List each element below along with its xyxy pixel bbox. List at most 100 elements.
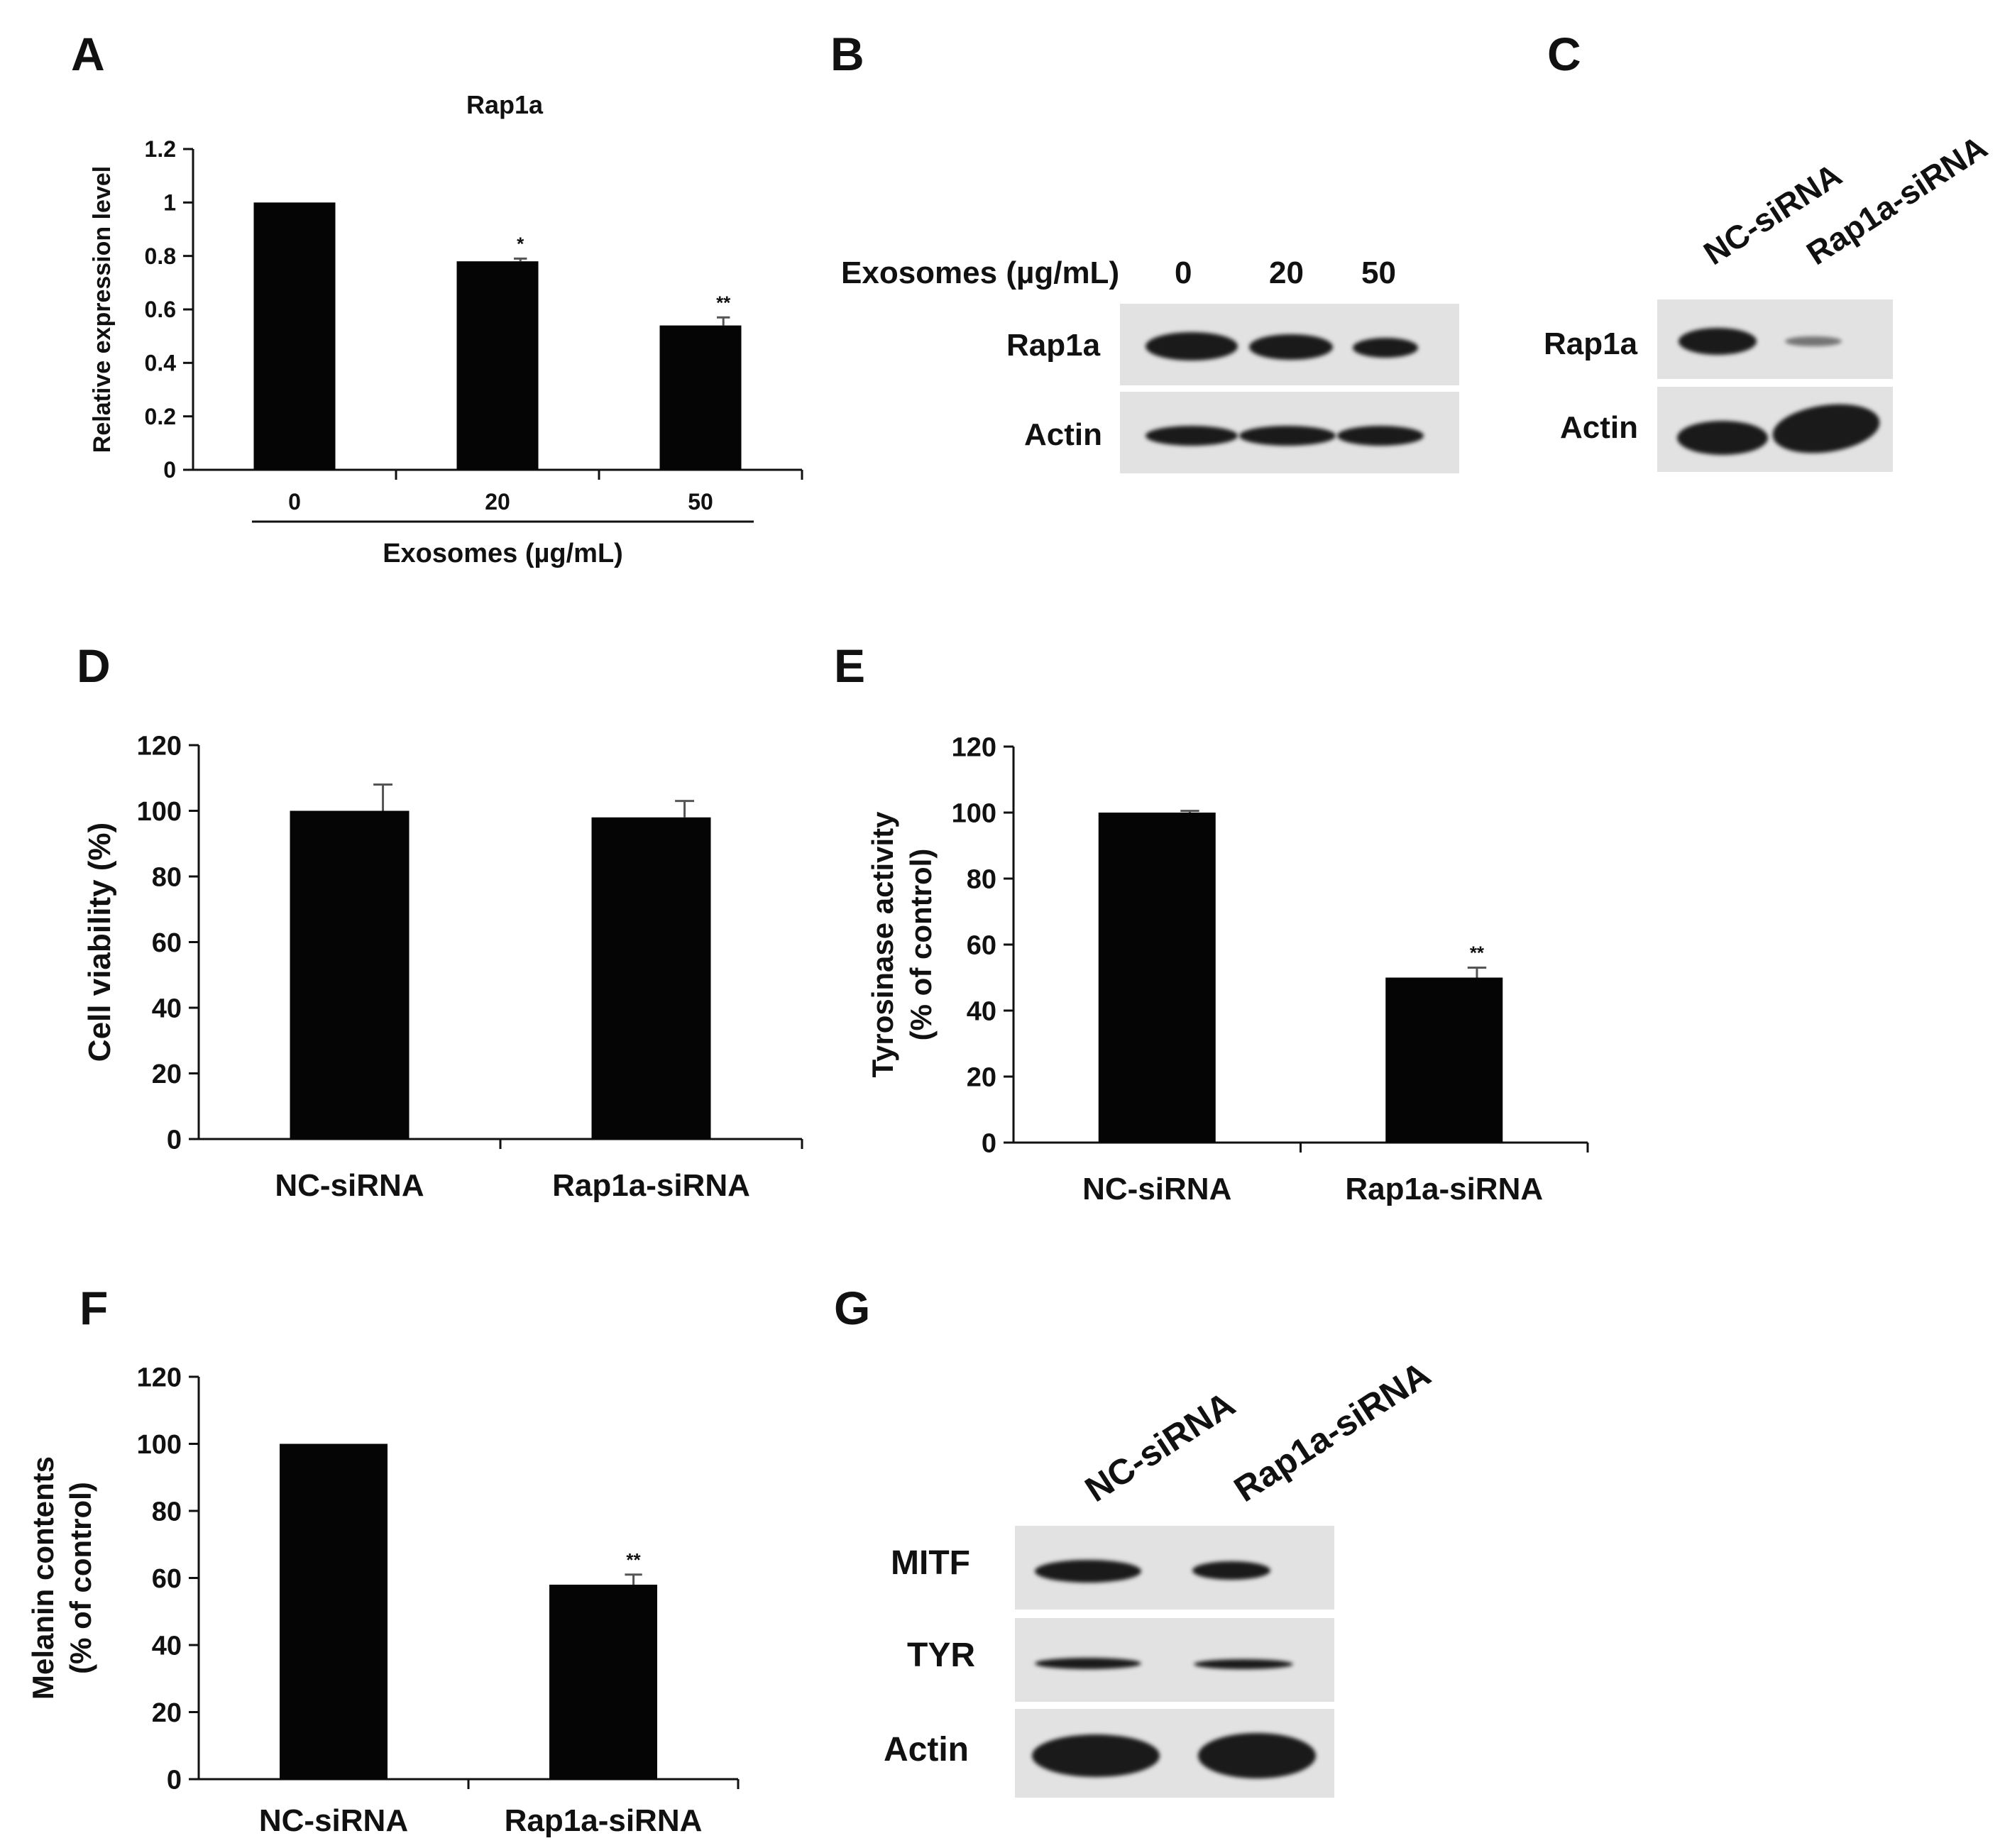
chart-d-y-tick-label: 40 — [152, 994, 182, 1023]
chart-f-y-tick-label: 100 — [137, 1430, 182, 1460]
blot-b-row-actin: Actin — [1024, 417, 1102, 452]
chart-f-y-axis-label: Melanin contents — [26, 1456, 60, 1700]
chart-a-y-tick-label: 0.6 — [145, 297, 176, 322]
panel-letter-c: C — [1547, 28, 1581, 80]
chart-f-y-tick-label: 80 — [152, 1497, 182, 1527]
band — [1198, 1733, 1316, 1778]
chart-f-bar-1 — [549, 1584, 657, 1779]
blot-b-row-rap1a: Rap1a — [1006, 328, 1101, 363]
chart-d-category-label-1: Rap1a-siRNA — [552, 1168, 750, 1203]
chart-a-bar-1 — [456, 261, 539, 470]
blot-b-lane-0: 0 — [1175, 255, 1192, 290]
chart-d-y-tick-label: 120 — [137, 731, 182, 761]
chart-e-y-axis-label-2: (% of control) — [904, 849, 938, 1041]
chart-e-y-axis-label: Tyrosinase activity — [866, 811, 899, 1078]
band — [1194, 1659, 1293, 1669]
panel-letter-d: D — [77, 639, 111, 692]
chart-a-y-axis-label: Relative expression level — [89, 166, 116, 453]
panel-letter-b: B — [830, 28, 864, 80]
chart-d-y-tick-label: 60 — [152, 928, 182, 958]
chart-f-y-tick-label: 120 — [137, 1363, 182, 1392]
chart-d-y-axis-label: Cell viability (%) — [82, 823, 117, 1062]
chart-a-x-axis-label: Exosomes (µg/mL) — [383, 539, 623, 568]
chart-a-y-tick-label: 1.2 — [145, 136, 176, 162]
blot-b-lane-20: 20 — [1269, 255, 1304, 290]
chart-a-y-tick-label: 0.8 — [145, 243, 176, 269]
blot-b-lane-50: 50 — [1361, 255, 1396, 290]
panel-letter-e: E — [834, 639, 866, 692]
chart-f-category-label-0: NC-siRNA — [259, 1803, 408, 1838]
chart-a-significance-2: ** — [716, 292, 731, 313]
chart-e-y-tick-label: 100 — [952, 798, 996, 828]
band — [1192, 1561, 1270, 1580]
band — [1032, 1734, 1160, 1777]
chart-a-y-tick-label: 0.2 — [145, 404, 176, 429]
chart-f-y-tick-label: 20 — [152, 1698, 182, 1728]
chart-e-y-tick-label: 20 — [967, 1062, 996, 1092]
chart-a-y-tick-label: 0.4 — [145, 351, 177, 376]
chart-e-category-label-0: NC-siRNA — [1082, 1172, 1231, 1206]
chart-f-bar-0 — [280, 1443, 388, 1779]
chart-f-y-tick-label: 0 — [167, 1765, 182, 1795]
band — [1035, 1560, 1141, 1583]
chart-a-y-tick-label: 0 — [163, 457, 176, 483]
blot-c-row-actin: Actin — [1560, 410, 1638, 445]
blot-c-row-rap1a: Rap1a — [1544, 326, 1638, 361]
blot-g-tyr-strip — [1015, 1618, 1334, 1702]
band — [1035, 1658, 1141, 1669]
band — [1239, 426, 1336, 446]
panel-letter-f: F — [79, 1282, 109, 1334]
chart-a-category-label-0: 0 — [288, 489, 301, 515]
band — [1677, 421, 1768, 455]
blot-b-rap1a-strip — [1120, 304, 1459, 385]
blot-c-rap1a-strip — [1657, 299, 1893, 379]
chart-e-y-tick-label: 80 — [967, 864, 996, 894]
chart-d-y-tick-label: 0 — [167, 1125, 182, 1155]
chart-a-significance-1: * — [517, 233, 524, 254]
chart-d-y-tick-label: 100 — [137, 797, 182, 827]
chart-f-y-axis-label-2: (% of control) — [64, 1482, 97, 1674]
chart-e-bar-1 — [1385, 977, 1503, 1143]
panel-letter-g: G — [834, 1282, 871, 1334]
band — [1249, 334, 1333, 360]
band — [1337, 426, 1424, 446]
panel-letter-a: A — [71, 28, 105, 80]
blot-b-actin-strip — [1120, 392, 1459, 473]
band — [1146, 426, 1238, 446]
band — [1353, 338, 1418, 358]
chart-f-y-tick-label: 40 — [152, 1631, 182, 1661]
blot-g-row-tyr: TYR — [907, 1637, 975, 1674]
band — [1769, 397, 1883, 460]
blot-c-actin-strip — [1657, 387, 1893, 472]
blot-b-header-label: Exosomes (µg/mL) — [841, 255, 1120, 290]
chart-e-significance-1: ** — [1470, 942, 1485, 964]
chart-f-y-tick-label: 60 — [152, 1564, 182, 1594]
chart-a-title: Rap1a — [466, 90, 544, 119]
chart-e-y-tick-label: 120 — [952, 732, 996, 762]
chart-e-y-tick-label: 60 — [967, 930, 996, 960]
chart-a-bar-2 — [659, 325, 742, 470]
chart-e-y-tick-label: 40 — [967, 996, 996, 1026]
chart-a-category-label-2: 50 — [688, 489, 713, 515]
chart-d-bar-1 — [591, 817, 711, 1139]
chart-e-bar-0 — [1098, 813, 1216, 1143]
blot-g-actin-strip — [1015, 1709, 1334, 1798]
blot-g-mitf-strip — [1015, 1526, 1334, 1610]
chart-a-y-tick-label: 1 — [163, 190, 176, 216]
chart-e-y-tick-label: 0 — [982, 1128, 996, 1158]
chart-a-category-label-1: 20 — [485, 489, 510, 515]
chart-d-bar-0 — [290, 810, 410, 1139]
band — [1785, 336, 1842, 346]
chart-f-significance-1: ** — [626, 1549, 641, 1571]
blot-g-row-actin: Actin — [884, 1731, 969, 1769]
chart-f-category-label-1: Rap1a-siRNA — [505, 1803, 703, 1838]
band — [1146, 332, 1238, 361]
blot-g-row-mitf: MITF — [891, 1544, 970, 1582]
band — [1679, 328, 1757, 355]
chart-e-category-label-1: Rap1a-siRNA — [1345, 1172, 1543, 1206]
chart-d-category-label-0: NC-siRNA — [275, 1168, 424, 1203]
chart-a-bar-0 — [253, 202, 336, 470]
chart-d-y-tick-label: 80 — [152, 862, 182, 892]
chart-d-y-tick-label: 20 — [152, 1060, 182, 1089]
